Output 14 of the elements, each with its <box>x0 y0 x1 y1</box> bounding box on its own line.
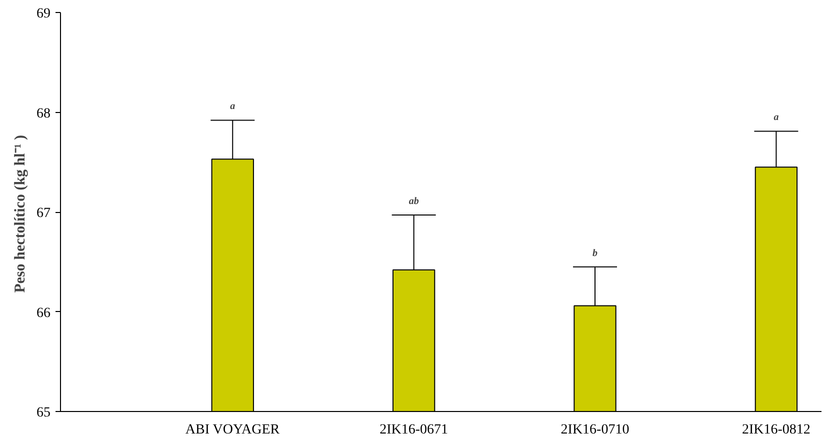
y-tick-label: 66 <box>36 306 50 321</box>
x-tick-label: 2IK16-0710 <box>560 422 630 438</box>
y-tick-label: 65 <box>36 406 50 420</box>
y-tick-label: 68 <box>36 106 50 122</box>
y-tick-label: 67 <box>36 206 50 221</box>
y-tick-label: 69 <box>36 6 50 22</box>
y-axis-title: Peso hectolítico (kg hl⁻¹ ) <box>12 134 28 293</box>
annotation: ab <box>408 196 419 207</box>
x-tick-label: 2IK16-0671 <box>380 422 448 438</box>
annotation: a <box>230 101 236 112</box>
x-tick-label: ABI VOYAGER <box>185 422 280 438</box>
x-tick-label: 2IK16-0812 <box>742 422 810 438</box>
annotation: a <box>774 112 779 124</box>
annotation: b <box>592 248 598 259</box>
